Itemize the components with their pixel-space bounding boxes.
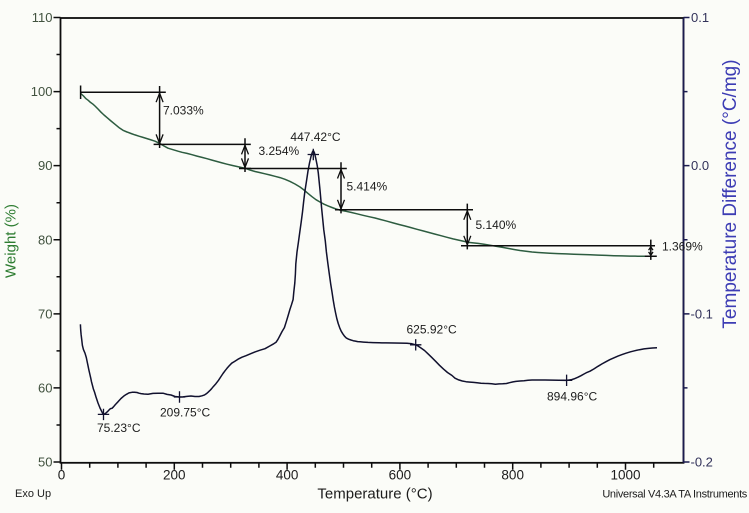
svg-text:Temperature Difference (°C/mg): Temperature Difference (°C/mg)	[720, 59, 741, 328]
svg-text:625.92°C: 625.92°C	[407, 323, 458, 337]
svg-text:1.369%: 1.369%	[662, 240, 703, 254]
svg-text:0.0: 0.0	[691, 158, 709, 173]
svg-text:3.254%: 3.254%	[259, 144, 300, 158]
svg-text:60: 60	[38, 380, 52, 395]
svg-text:100: 100	[31, 84, 53, 99]
svg-text:5.414%: 5.414%	[347, 180, 388, 194]
svg-text:75.23°C: 75.23°C	[97, 421, 141, 435]
svg-text:Temperature (°C): Temperature (°C)	[317, 486, 432, 503]
svg-text:200: 200	[163, 468, 186, 483]
svg-text:5.140%: 5.140%	[476, 218, 517, 232]
svg-text:894.96°C: 894.96°C	[547, 390, 598, 404]
svg-text:70: 70	[38, 306, 52, 321]
svg-text:0: 0	[58, 468, 66, 483]
svg-text:Universal V4.3A TA Instruments: Universal V4.3A TA Instruments	[602, 489, 747, 501]
svg-text:7.033%: 7.033%	[163, 104, 204, 118]
svg-text:0.1: 0.1	[691, 10, 709, 25]
svg-text:Exo Up: Exo Up	[15, 488, 51, 500]
svg-text:400: 400	[276, 468, 299, 483]
svg-text:447.42°C: 447.42°C	[290, 130, 341, 144]
svg-text:800: 800	[501, 468, 524, 483]
svg-text:209.75°C: 209.75°C	[160, 406, 211, 420]
svg-text:90: 90	[38, 158, 52, 173]
svg-text:110: 110	[32, 10, 53, 25]
svg-text:1000: 1000	[610, 468, 640, 483]
svg-text:-0.1: -0.1	[691, 306, 713, 321]
svg-text:Weight (%): Weight (%)	[3, 204, 20, 278]
svg-text:80: 80	[38, 232, 52, 247]
svg-text:600: 600	[389, 468, 412, 483]
svg-text:-0.2: -0.2	[691, 455, 713, 470]
svg-text:50: 50	[38, 455, 52, 470]
